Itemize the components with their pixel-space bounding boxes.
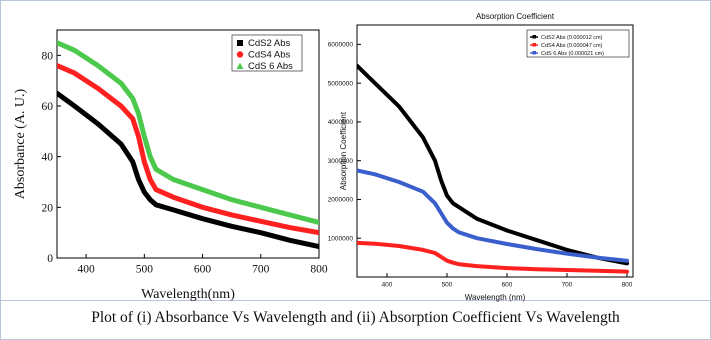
- x-tick-label: 800: [310, 264, 328, 276]
- y-tick-label: 4000000: [328, 119, 354, 126]
- y-tick-label: 1000000: [328, 236, 354, 243]
- x-tick-label: 600: [194, 264, 212, 276]
- legend-marker-circle: [236, 51, 244, 58]
- legend-label: CdS 6 Abs (0.000021 cm): [541, 51, 604, 57]
- legend-box: [231, 34, 303, 72]
- y-tick-label: 0: [47, 253, 53, 265]
- x-tick-label: 700: [252, 264, 270, 276]
- plot-area: [356, 24, 634, 278]
- x-tick-label: 400: [77, 264, 95, 276]
- legend-label: CdS2 Abs (0.000012 cm): [541, 35, 603, 41]
- y-tick-label: 40: [42, 152, 54, 164]
- series-line-1: [57, 90, 319, 250]
- x-tick-label: 400: [382, 282, 393, 289]
- x-axis-label: Wavelength(nm): [141, 287, 235, 302]
- series-line-2: [57, 63, 319, 236]
- absorbance-chart: 400 500 600 700 800 0 20 40 60 80 Wavelength(nm) Ab…: [13, 29, 328, 302]
- legend-label: CdS4 Abs (0.000047 cm): [541, 43, 603, 49]
- y-tick-label: 3000000: [328, 158, 354, 165]
- legend-label: CdS4 Abs: [248, 50, 290, 61]
- series-line-2: [357, 240, 629, 274]
- legend-box: [526, 29, 630, 58]
- legend-label: CdS2 Abs: [248, 38, 290, 49]
- absorption-coefficient-chart: Absorption Coefficient 400 500 600 700 800 100…: [328, 12, 634, 302]
- x-tick-label: 600: [502, 282, 513, 289]
- y-tick-label: 6000000: [328, 42, 354, 49]
- y-tick-label: 20: [42, 202, 54, 214]
- y-tick-label: 5000000: [328, 80, 354, 87]
- series-line-3: [57, 40, 319, 225]
- legend-marker: [532, 43, 536, 47]
- y-axis-label: Absorption Coefficient: [339, 111, 348, 190]
- legend-marker-square: [237, 40, 243, 46]
- x-tick-label: 500: [136, 264, 154, 276]
- x-tick-label: 500: [442, 282, 453, 289]
- x-tick-label: 800: [622, 282, 633, 289]
- legend-marker-triangle: [236, 62, 244, 69]
- series-line-3: [357, 168, 629, 263]
- y-axis-label: Absorbance (A. U.): [13, 88, 28, 199]
- y-tick-label: 80: [42, 50, 54, 62]
- legend-marker: [532, 35, 536, 39]
- figure-caption: Plot of (i) Absorbance Vs Wavelength and…: [91, 309, 620, 326]
- legend-label: CdS 6 Abs: [248, 61, 293, 72]
- legend-marker: [532, 51, 536, 55]
- y-tick-label: 2000000: [328, 197, 354, 204]
- x-axis-label: Wavelength (nm): [465, 293, 526, 302]
- chart-title: Absorption Coefficient: [476, 12, 555, 21]
- x-tick-label: 700: [562, 282, 573, 289]
- y-tick-label: 60: [42, 101, 54, 113]
- series-line-1: [357, 63, 629, 266]
